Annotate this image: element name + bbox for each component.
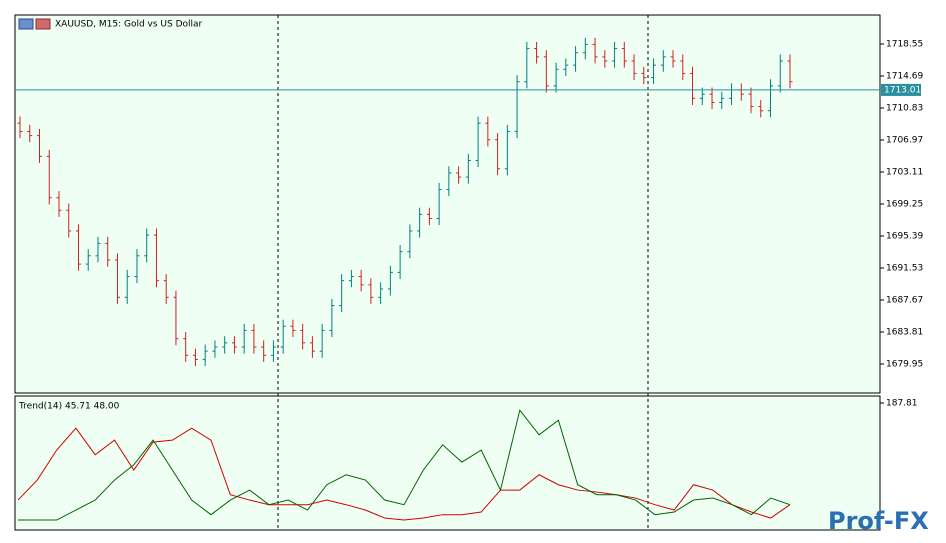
y-tick-label: 1687.67 — [886, 295, 923, 305]
plot: 1718.55 1714.69 1710.83 1706.97 1703.11 1699.… — [15, 37, 923, 521]
indicator-line — [18, 409, 791, 521]
y-tick-label: 1714.69 — [886, 72, 923, 82]
indicator-line — [17, 427, 791, 521]
y-tick-label: 187.81 — [886, 399, 918, 409]
price-panel — [14, 14, 881, 394]
current-price-label: 1713.01 — [884, 85, 921, 95]
chart-title: XAUUSD, M15: Gold vs US Dollar — [55, 20, 203, 30]
y-tick-label: 1691.53 — [886, 263, 923, 273]
y-tick-label: 1703.11 — [886, 168, 923, 178]
y-tick-label: 1710.83 — [886, 104, 923, 114]
y-tick-label: 1706.97 — [886, 136, 923, 146]
watermark: Prof-FX — [828, 507, 929, 535]
y-tick-label: 1683.81 — [886, 327, 923, 337]
y-tick-label: 1699.25 — [886, 200, 923, 210]
y-tick-label: 1679.95 — [886, 359, 923, 369]
current-price-box — [881, 83, 921, 96]
y-tick-label: 1695.39 — [886, 231, 923, 241]
y-tick-label: 1718.55 — [886, 40, 923, 50]
indicator-panel — [14, 395, 881, 531]
indicator-title: Trend(14) 45.71 48.00 — [18, 402, 120, 412]
window-icon — [18, 18, 51, 30]
